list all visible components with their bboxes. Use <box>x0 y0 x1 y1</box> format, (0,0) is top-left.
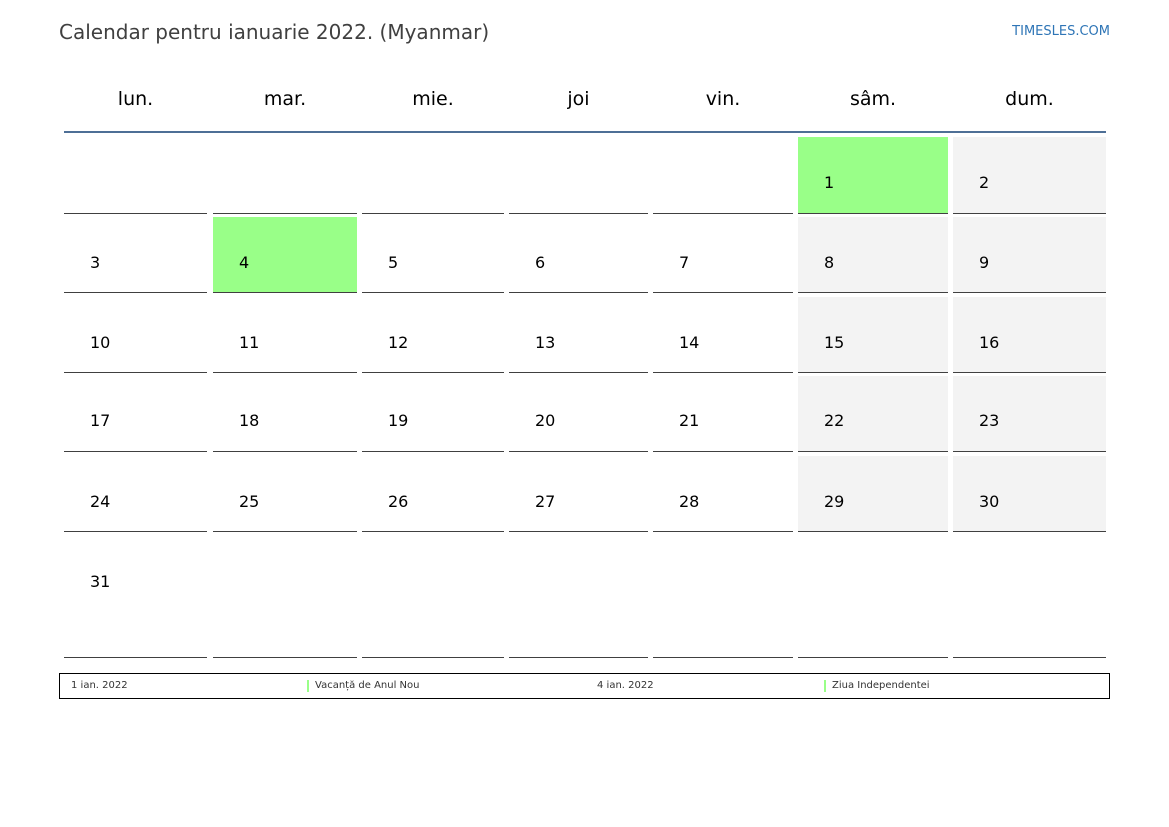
holiday-color-marker <box>307 680 309 692</box>
calendar-day-cell: 30 <box>953 456 1106 532</box>
calendar-day-cell <box>64 137 207 214</box>
weekday-label: vin. <box>705 88 741 110</box>
calendar-day-cell: 13 <box>509 297 648 373</box>
day-number: 19 <box>388 411 409 430</box>
day-number: 4 <box>239 253 250 272</box>
day-number: 16 <box>979 333 1000 352</box>
legend-holiday-name: Ziua Independentei <box>832 680 930 691</box>
day-number: 15 <box>824 333 845 352</box>
day-number: 24 <box>90 492 111 511</box>
calendar-day-cell <box>362 137 504 214</box>
weekday-label: mar. <box>263 88 307 110</box>
holiday-legend: 1 ian. 2022 Vacanță de Anul Nou 4 ian. 2… <box>59 673 1110 699</box>
calendar-day-cell <box>509 535 648 658</box>
day-number: 26 <box>388 492 409 511</box>
weekday-label: lun. <box>117 88 154 110</box>
calendar-day-cell: 21 <box>653 376 793 452</box>
day-number: 30 <box>979 492 1000 511</box>
weekday-label: joi <box>567 88 590 110</box>
day-number: 6 <box>535 253 546 272</box>
legend-date: 1 ian. 2022 <box>71 680 128 691</box>
day-number: 9 <box>979 253 990 272</box>
calendar-day-cell: 31 <box>64 535 207 658</box>
day-number: 25 <box>239 492 260 511</box>
legend-holiday-name: Vacanță de Anul Nou <box>315 680 420 691</box>
calendar-day-cell <box>362 535 504 658</box>
day-number: 12 <box>388 333 409 352</box>
calendar-day-cell: 11 <box>213 297 357 373</box>
calendar-day-cell: 23 <box>953 376 1106 452</box>
calendar-day-cell: 3 <box>64 217 207 293</box>
calendar-day-cell <box>653 535 793 658</box>
calendar-day-cell: 28 <box>653 456 793 532</box>
calendar-day-cell: 20 <box>509 376 648 452</box>
day-number: 31 <box>90 572 111 591</box>
calendar-day-cell: 19 <box>362 376 504 452</box>
day-number: 8 <box>824 253 835 272</box>
day-number: 18 <box>239 411 260 430</box>
calendar-day-cell <box>798 535 948 658</box>
calendar-day-cell: 10 <box>64 297 207 373</box>
day-number: 20 <box>535 411 556 430</box>
day-number: 21 <box>679 411 700 430</box>
calendar-day-cell <box>213 137 357 214</box>
calendar-day-cell: 25 <box>213 456 357 532</box>
calendar-day-cell: 6 <box>509 217 648 293</box>
calendar-day-cell: 9 <box>953 217 1106 293</box>
weekday-label: dum. <box>1005 88 1054 110</box>
day-number: 3 <box>90 253 101 272</box>
page-title: Calendar pentru ianuarie 2022. (Myanmar) <box>59 20 490 44</box>
calendar-day-cell: 17 <box>64 376 207 452</box>
day-number: 29 <box>824 492 845 511</box>
calendar-day-cell: 2 <box>953 137 1106 214</box>
day-number: 7 <box>679 253 690 272</box>
day-number: 11 <box>239 333 260 352</box>
calendar-day-cell <box>213 535 357 658</box>
calendar-day-cell <box>653 137 793 214</box>
calendar-day-cell: 16 <box>953 297 1106 373</box>
brand-link[interactable]: TIMESLES.COM <box>1012 24 1110 39</box>
day-number: 13 <box>535 333 556 352</box>
calendar-day-cell <box>953 535 1106 658</box>
calendar-day-cell: 26 <box>362 456 504 532</box>
calendar-day-cell: 1 <box>798 137 948 214</box>
calendar-day-cell: 12 <box>362 297 504 373</box>
calendar-day-cell: 15 <box>798 297 948 373</box>
weekday-label: sâm. <box>849 88 897 110</box>
calendar-day-cell: 22 <box>798 376 948 452</box>
calendar-day-cell: 14 <box>653 297 793 373</box>
day-number: 22 <box>824 411 845 430</box>
calendar-day-cell: 7 <box>653 217 793 293</box>
weekday-header-row: lun. mar. mie. joi vin. sâm. dum. <box>64 64 1106 133</box>
calendar-day-cell: 27 <box>509 456 648 532</box>
day-number: 14 <box>679 333 700 352</box>
day-number: 17 <box>90 411 111 430</box>
day-number: 23 <box>979 411 1000 430</box>
holiday-color-marker <box>824 680 826 692</box>
calendar-day-cell: 18 <box>213 376 357 452</box>
day-number: 1 <box>824 173 835 192</box>
calendar-day-cell: 5 <box>362 217 504 293</box>
calendar-day-cell: 24 <box>64 456 207 532</box>
calendar-day-cell <box>509 137 648 214</box>
calendar-day-cell: 4 <box>213 217 357 293</box>
day-number: 5 <box>388 253 399 272</box>
calendar-day-cell: 8 <box>798 217 948 293</box>
weekday-label: mie. <box>412 88 454 110</box>
calendar-day-cell: 29 <box>798 456 948 532</box>
day-number: 27 <box>535 492 556 511</box>
legend-date: 4 ian. 2022 <box>597 680 654 691</box>
day-number: 28 <box>679 492 700 511</box>
day-number: 2 <box>979 173 990 192</box>
day-number: 10 <box>90 333 111 352</box>
